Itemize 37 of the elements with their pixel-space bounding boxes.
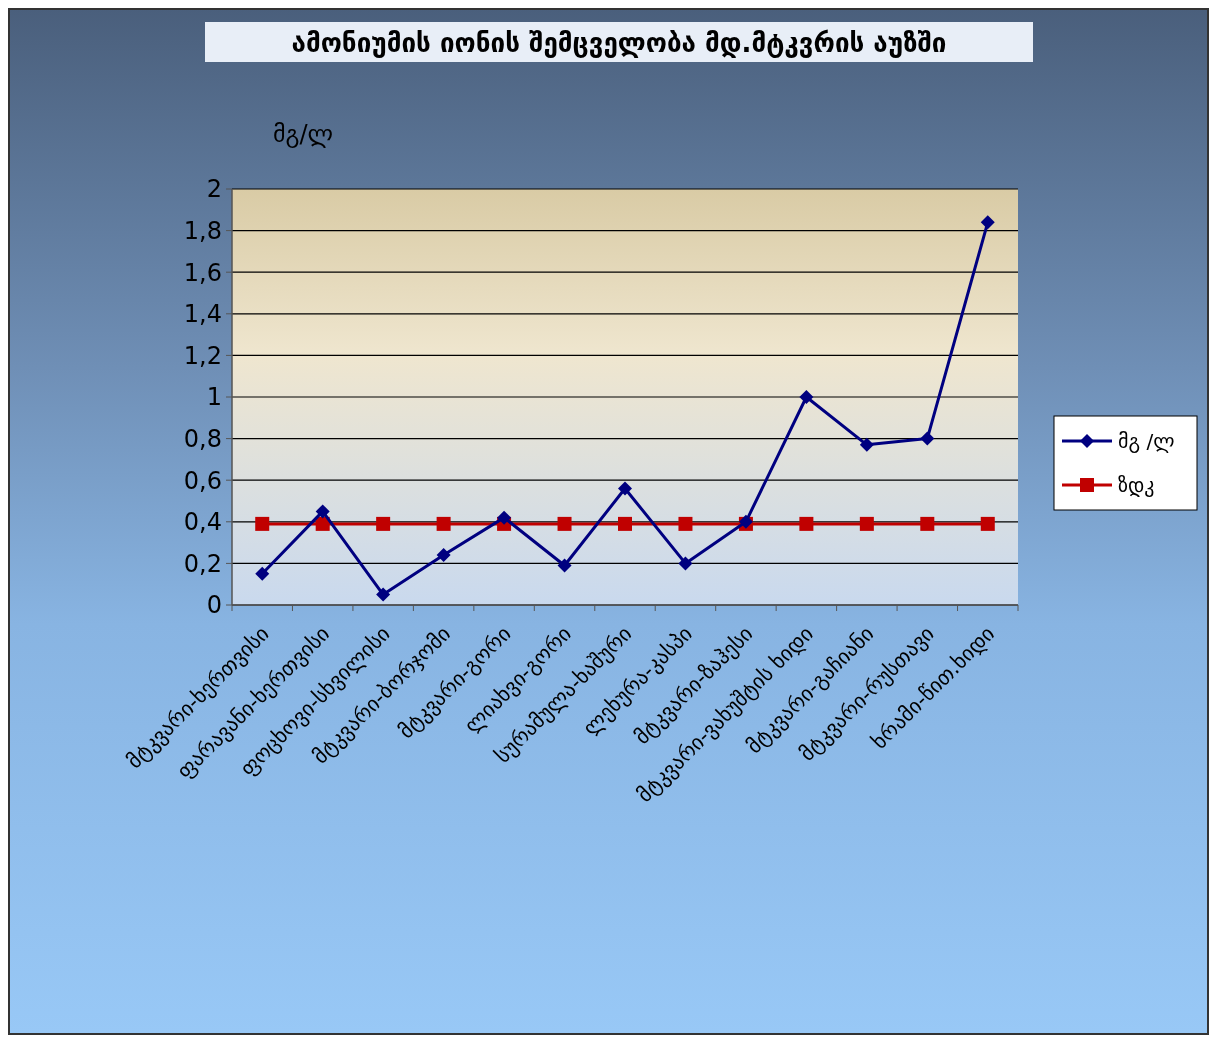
- y-tick-label: 0,2: [183, 549, 222, 578]
- y-tick-label: 1: [206, 383, 222, 412]
- point: [557, 516, 572, 531]
- point: [859, 516, 874, 531]
- point: [255, 566, 270, 581]
- y-tick-label: 1,4: [183, 300, 222, 329]
- y-tick-label: 0,8: [183, 425, 222, 453]
- point: [376, 516, 391, 531]
- point: [980, 215, 995, 230]
- y-tick-label: 0,4: [183, 508, 222, 537]
- legend-label: მგ /ლ: [1118, 429, 1175, 453]
- y-tick-label: 1,8: [183, 217, 222, 245]
- point: [255, 516, 270, 531]
- point: [799, 516, 814, 531]
- y-tick-label: 1,2: [183, 341, 222, 370]
- y-tick-label: 0: [206, 591, 222, 620]
- point: [678, 556, 693, 571]
- y-axis-title: მგ/ლ: [272, 120, 334, 148]
- point: [618, 516, 632, 531]
- point: [799, 390, 814, 404]
- point: [557, 558, 572, 573]
- point: [678, 516, 693, 531]
- point: [436, 516, 451, 531]
- y-tick-label: 2: [206, 175, 222, 204]
- point: [436, 548, 451, 563]
- point: [920, 431, 935, 446]
- y-tick-label: 1,6: [183, 258, 222, 287]
- point: [859, 437, 874, 452]
- point: [315, 504, 330, 519]
- point: [376, 587, 391, 602]
- y-tick-label: 0,6: [183, 466, 222, 495]
- point: [618, 481, 632, 496]
- point: [980, 516, 995, 531]
- point: [920, 516, 935, 531]
- chart-title: ამონიუმის იონის შემცველობა მდ.მტკვრის აუზში: [291, 28, 947, 58]
- point: [497, 510, 512, 525]
- legend-label: ზდკ: [1118, 473, 1155, 497]
